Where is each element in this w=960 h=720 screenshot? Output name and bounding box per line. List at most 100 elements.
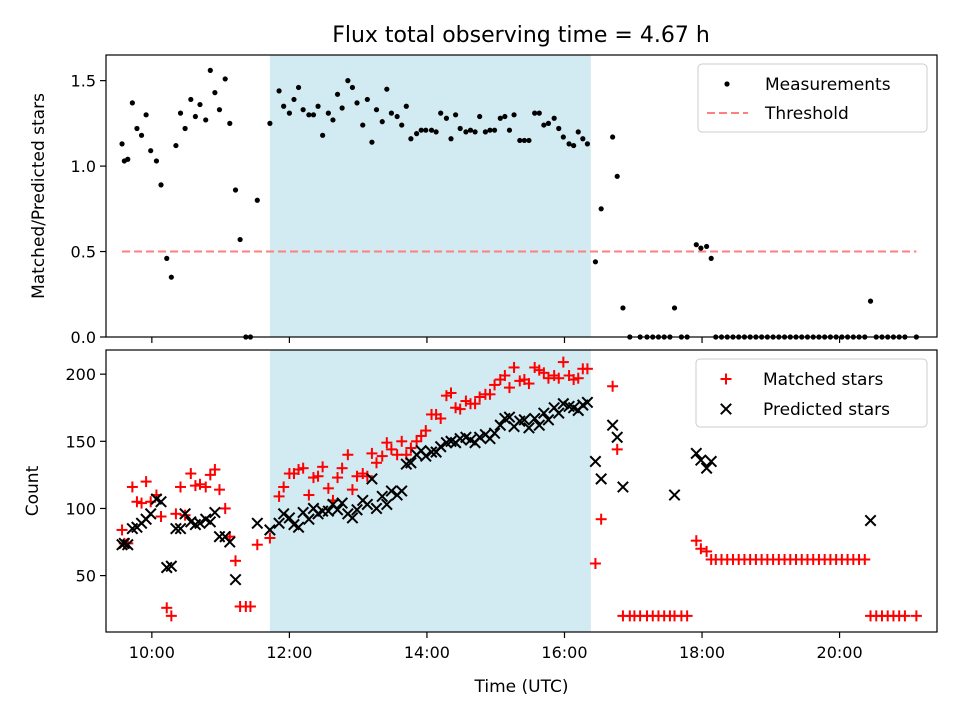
measurement-point bbox=[521, 137, 527, 144]
y-tick-label: 100 bbox=[65, 499, 96, 518]
matched-star-point bbox=[910, 610, 922, 622]
predicted-star-point bbox=[144, 507, 157, 520]
top-legend: Measurements Threshold bbox=[697, 63, 928, 133]
matched-star-point bbox=[126, 481, 138, 493]
predicted-star-point bbox=[213, 530, 226, 543]
matched-star-point bbox=[474, 391, 486, 403]
measurement-point bbox=[394, 113, 400, 120]
x-tick-label: 12:00 bbox=[266, 643, 312, 662]
predicted-star-point bbox=[690, 447, 703, 460]
measurement-point bbox=[125, 156, 131, 162]
measurement-point bbox=[173, 142, 179, 149]
legend-measurements-marker bbox=[724, 81, 730, 87]
predicted-star-point bbox=[283, 511, 296, 524]
measurement-point bbox=[315, 103, 321, 109]
predicted-star-point bbox=[264, 524, 276, 536]
measurement-point bbox=[399, 122, 405, 128]
predicted-star-point bbox=[336, 497, 349, 509]
shaded-interval-bottom bbox=[269, 350, 591, 632]
matched-star-point bbox=[175, 481, 187, 493]
measurement-point bbox=[237, 236, 243, 243]
measurement-point bbox=[482, 129, 488, 135]
measurement-point bbox=[354, 100, 360, 106]
measurement-point bbox=[232, 187, 239, 193]
matched-star-point bbox=[366, 447, 378, 459]
measurement-point bbox=[197, 101, 203, 108]
predicted-star-point bbox=[165, 560, 178, 573]
matched-star-point bbox=[346, 484, 358, 496]
measurement-point bbox=[182, 125, 188, 132]
legend-measurements-label: Measurements bbox=[765, 75, 891, 95]
measurement-point bbox=[867, 298, 874, 304]
matched-star-point bbox=[317, 461, 329, 473]
matched-star-point bbox=[542, 372, 554, 384]
predicted-star-point bbox=[668, 489, 681, 501]
bottom-legend: Matched stars Predicted stars bbox=[695, 358, 928, 428]
predicted-star-point bbox=[302, 513, 315, 526]
predicted-star-point bbox=[557, 397, 570, 410]
predicted-star-point bbox=[174, 522, 187, 535]
predicted-star-point bbox=[121, 538, 134, 551]
measurement-point bbox=[177, 110, 184, 116]
predicted-star-point bbox=[694, 454, 707, 467]
predicted-star-point bbox=[351, 503, 363, 516]
matched-star-point bbox=[244, 600, 256, 612]
predicted-star-point bbox=[419, 450, 432, 462]
matched-star-point bbox=[322, 482, 334, 494]
measurement-point bbox=[379, 119, 385, 125]
measurement-point bbox=[536, 110, 542, 116]
predicted-star-point bbox=[542, 413, 555, 426]
matched-star-point bbox=[489, 379, 501, 391]
measurement-point bbox=[423, 127, 429, 133]
legend-matched-marker bbox=[720, 373, 732, 385]
measurement-point bbox=[300, 107, 306, 113]
measurement-point bbox=[339, 105, 345, 111]
matched-star-point bbox=[503, 382, 515, 394]
predicted-star-point bbox=[346, 511, 359, 524]
matched-star-point bbox=[200, 481, 212, 493]
measurement-point bbox=[403, 103, 409, 109]
measurement-point bbox=[373, 107, 380, 113]
predicted-star-point bbox=[376, 490, 389, 503]
shaded-interval-top bbox=[269, 55, 591, 337]
matched-star-point bbox=[213, 484, 225, 496]
measurement-point bbox=[384, 86, 390, 92]
matched-star-point bbox=[508, 361, 520, 373]
y-tick-label: 50 bbox=[76, 567, 96, 586]
measurement-point bbox=[708, 255, 714, 261]
predicted-star-point bbox=[518, 413, 531, 426]
measurement-point bbox=[443, 115, 450, 121]
measurement-point bbox=[143, 112, 149, 118]
measurement-point bbox=[671, 305, 678, 311]
y-tick-label: 1.0 bbox=[71, 157, 96, 176]
matched-star-point bbox=[454, 403, 466, 415]
bottom-x-ticks: 10:00 12:00 14:00 16:00 18:00 20:00 bbox=[129, 632, 863, 662]
matched-star-point bbox=[899, 610, 911, 622]
matched-stars-points bbox=[116, 356, 922, 622]
predicted-star-point bbox=[611, 431, 624, 444]
matched-star-point bbox=[595, 513, 607, 525]
predicted-star-point bbox=[700, 462, 713, 475]
measurement-point bbox=[345, 78, 351, 84]
measurement-point bbox=[306, 112, 312, 118]
predicted-star-point bbox=[589, 455, 602, 468]
matched-star-point bbox=[194, 478, 206, 490]
matched-star-point bbox=[155, 511, 167, 523]
matched-star-point bbox=[484, 388, 496, 400]
measurement-point bbox=[526, 137, 532, 144]
measurement-point bbox=[281, 103, 287, 109]
matched-star-point bbox=[312, 470, 324, 482]
predicted-star-point bbox=[155, 495, 167, 508]
measurement-point bbox=[438, 110, 444, 116]
matched-star-point bbox=[385, 443, 397, 455]
top-x-ticks bbox=[151, 337, 841, 343]
predicted-stars-points bbox=[116, 396, 877, 586]
measurement-point bbox=[158, 182, 164, 188]
predicted-star-point bbox=[194, 517, 206, 530]
measurement-point bbox=[560, 134, 566, 140]
predicted-star-point bbox=[537, 407, 550, 420]
predicted-star-point bbox=[277, 507, 290, 520]
matched-star-point bbox=[572, 372, 584, 384]
measurement-point bbox=[497, 115, 503, 121]
matched-star-point bbox=[278, 481, 290, 493]
